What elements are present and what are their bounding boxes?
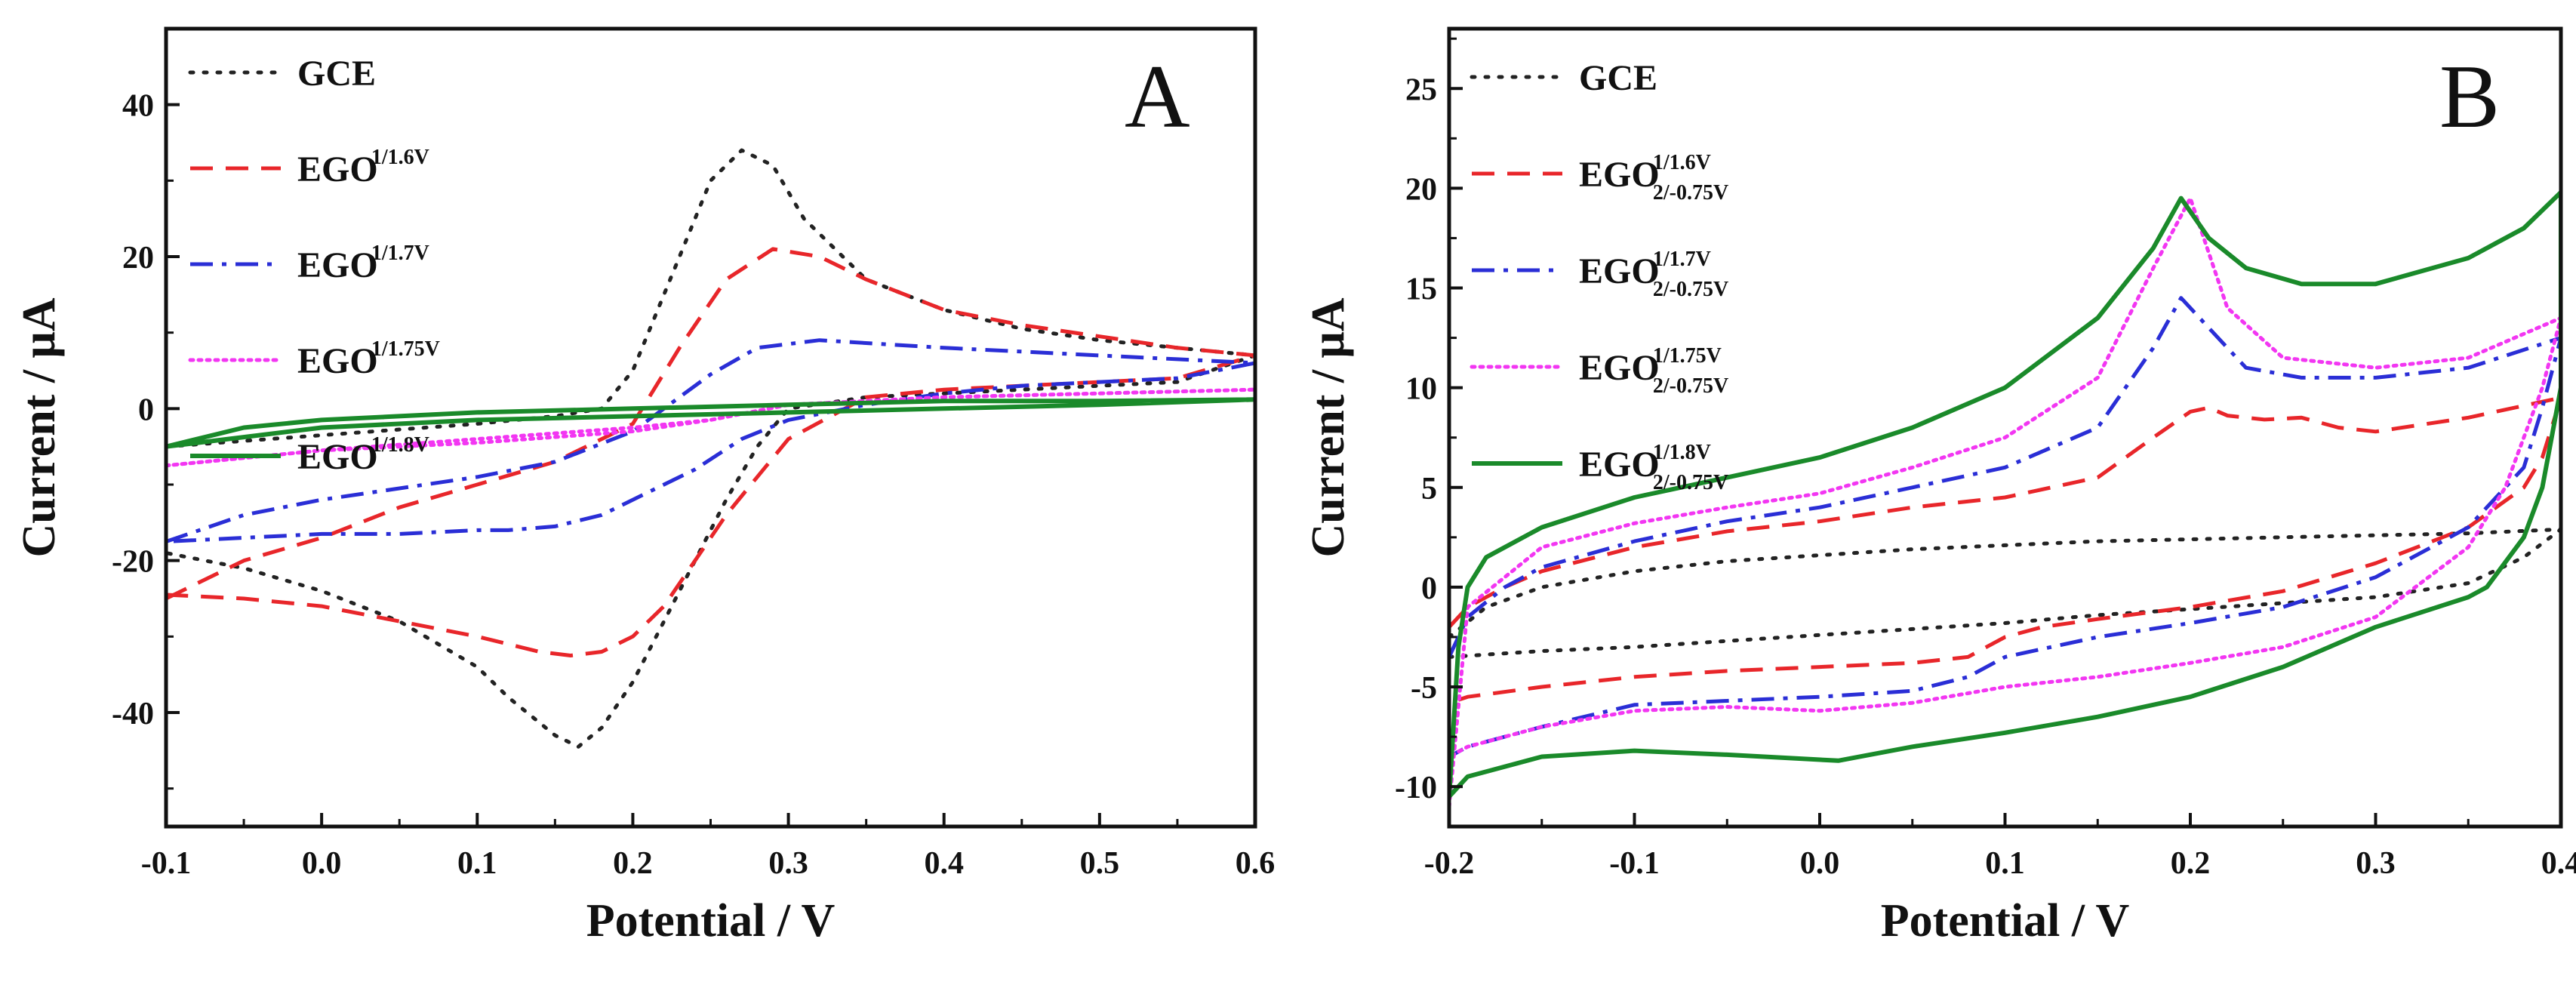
legend-superscript-4: 1/1.8V (1653, 441, 1711, 464)
x-tick-label: 0.2 (613, 846, 653, 881)
y-tick-label: 0 (1421, 571, 1437, 606)
series-line-0 (1449, 527, 2561, 659)
x-tick-label: 0.0 (302, 846, 342, 881)
legend-label-1: EGO (1579, 155, 1660, 195)
series-group (166, 148, 1255, 749)
legend-label-4: EGO (1579, 445, 1660, 485)
legend-superscript-1: 1/1.6V (1653, 151, 1711, 174)
legend-subscript-4: 2/-0.75V (1653, 471, 1728, 494)
legend-superscript-3: 1/1.75V (371, 337, 440, 361)
x-tick-label: 0.3 (2356, 846, 2396, 881)
panel-label: B (2439, 46, 2500, 146)
series-line-2 (166, 338, 1255, 543)
x-axis-label: Potential / V (1881, 895, 2130, 947)
y-tick-label: 10 (1405, 372, 1437, 407)
series-line-4 (166, 397, 1255, 449)
legend-subscript-1: 2/-0.75V (1653, 181, 1728, 205)
legend-label-1: EGO (297, 149, 378, 189)
x-tick-label: 0.0 (1800, 846, 1840, 881)
y-tick-label: 40 (122, 89, 154, 124)
y-tick-label: -40 (112, 697, 154, 731)
y-tick-label: 15 (1405, 272, 1437, 307)
y-tick-label: -5 (1411, 671, 1437, 706)
x-tick-label: 0.6 (1236, 846, 1276, 881)
y-axis-label: Current / μA (14, 297, 65, 557)
legend-subscript-3: 2/-0.75V (1653, 374, 1728, 398)
legend-label-2: EGO (1579, 251, 1660, 291)
legend-superscript-2: 1/1.7V (1653, 248, 1711, 271)
x-tick-label: 0.4 (2541, 846, 2576, 881)
x-tick-label: 0.1 (457, 846, 497, 881)
panel-a: -0.1 0.0 0.1 0.2 0.3 0.4 0.5 0.6 -40 -20 0 20 40 Pote… (14, 26, 1276, 947)
legend-label-4: EGO (297, 437, 378, 477)
series-line-4 (1449, 189, 2561, 799)
panel-b: -0.2 -0.1 0.0 0.1 0.2 0.3 0.4 -10 -5 0 5 10 15 20 25 Po… (1303, 26, 2576, 947)
legend-label-2: EGO (297, 245, 378, 285)
y-tick-label: 20 (122, 241, 154, 276)
x-tick-label: 0.5 (1080, 846, 1120, 881)
series-line-0 (166, 148, 1255, 749)
x-tick-label: 0.2 (2171, 846, 2211, 881)
series-line-1 (166, 247, 1255, 657)
legend-superscript-3: 1/1.75V (1653, 344, 1722, 368)
x-tick-label: -0.1 (1609, 846, 1660, 881)
legend-label-3: EGO (297, 341, 378, 381)
legend-label-3: EGO (1579, 348, 1660, 388)
legend-subscript-2: 2/-0.75V (1653, 278, 1728, 301)
x-axis-label: Potential / V (586, 895, 836, 947)
y-tick-label: -20 (112, 545, 154, 580)
panel-label: A (1125, 46, 1190, 146)
series-line-2 (1449, 296, 2561, 759)
legend-label-0: GCE (297, 54, 376, 94)
legend-superscript-2: 1/1.7V (371, 242, 429, 265)
y-tick-label: 20 (1405, 172, 1437, 207)
y-tick-label: 0 (138, 392, 154, 427)
series-group (1449, 189, 2561, 809)
legend-superscript-1: 1/1.6V (371, 146, 429, 169)
y-tick-label: 25 (1405, 72, 1437, 107)
x-tick-label: -0.1 (141, 846, 192, 881)
x-tick-label: 0.1 (1985, 846, 2025, 881)
y-tick-label: -10 (1395, 771, 1437, 805)
x-tick-label: 0.3 (768, 846, 808, 881)
series-line-1 (1449, 396, 2561, 705)
x-tick-label: 0.4 (924, 846, 964, 881)
y-axis-label: Current / μA (1303, 297, 1354, 557)
legend: GCEEGO1/1.6V2/-0.75VEGO1/1.7V2/-0.75VEGO… (1470, 58, 1728, 494)
legend-superscript-4: 1/1.8V (371, 433, 429, 457)
x-tick-label: -0.2 (1424, 846, 1475, 881)
series-line-3 (166, 387, 1255, 468)
y-tick-label: 5 (1421, 472, 1437, 506)
legend-label-0: GCE (1579, 58, 1657, 98)
series-line-3 (1449, 196, 2561, 809)
